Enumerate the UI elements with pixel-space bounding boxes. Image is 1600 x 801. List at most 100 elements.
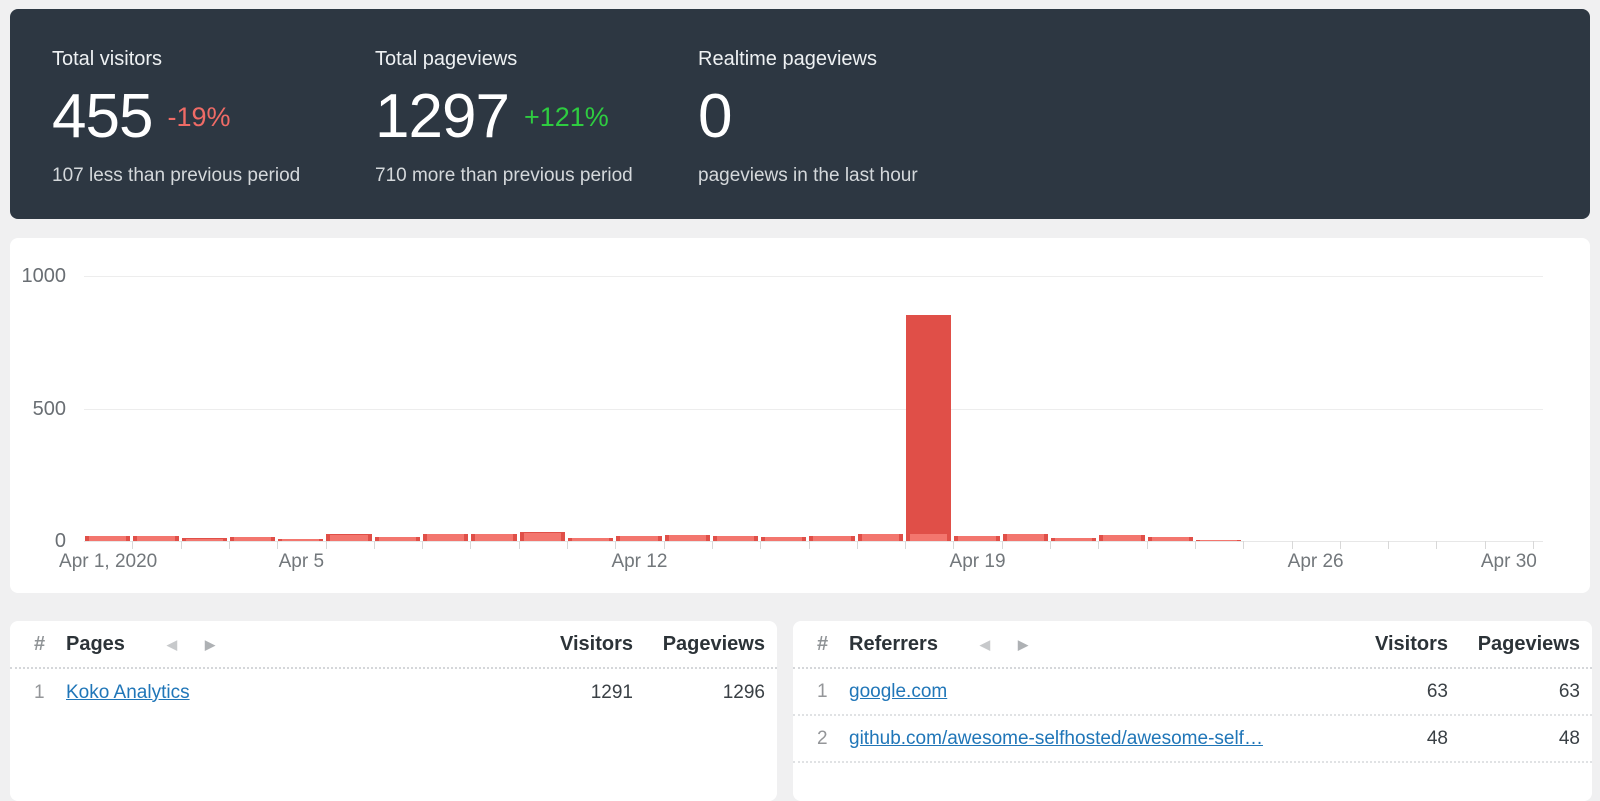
rank-column-header: # xyxy=(34,632,46,655)
chart-day-slot[interactable] xyxy=(422,276,470,541)
x-axis-tick xyxy=(567,541,568,549)
referrer-table-row: 2 github.com/awesome-selfhosted/awesome-s… xyxy=(793,716,1592,763)
x-axis-tick xyxy=(1098,541,1100,549)
pageviews-column-header: Pageviews xyxy=(662,632,765,655)
x-axis-tick xyxy=(325,541,327,549)
pages-next-page-button[interactable]: ▶ xyxy=(204,636,215,652)
x-axis-tick xyxy=(1194,541,1196,549)
visitors-bar xyxy=(282,539,320,541)
chart-day-slot[interactable] xyxy=(953,276,1001,541)
x-axis-tick xyxy=(180,541,182,549)
chart-day-slot[interactable] xyxy=(1291,276,1339,541)
visitors-bar xyxy=(813,536,851,541)
stat-change-badge: +121% xyxy=(523,101,609,132)
chart-day-slot[interactable] xyxy=(1485,276,1533,541)
x-axis-tick xyxy=(1484,541,1486,549)
chart-day-slot[interactable] xyxy=(1147,276,1195,541)
chart-day-slot[interactable] xyxy=(1050,276,1098,541)
visitors-bar xyxy=(137,536,175,541)
chart-day-slot[interactable] xyxy=(712,276,760,541)
visitors-bar xyxy=(378,537,417,541)
x-axis-tick-label: Apr 1, 2020 xyxy=(59,551,158,572)
chart-day-slot[interactable] xyxy=(325,276,373,541)
row-rank: 1 xyxy=(34,681,45,703)
referrers-prev-page-button[interactable]: ◀ xyxy=(979,636,990,652)
chart-day-slot[interactable] xyxy=(760,276,808,541)
y-axis-tick-label: 500 xyxy=(32,397,66,420)
stat-value: 0 xyxy=(698,82,732,151)
visitors-bar xyxy=(427,534,465,541)
x-axis-tick xyxy=(711,541,713,549)
chart-day-slot[interactable] xyxy=(277,276,325,541)
visitors-bar xyxy=(716,536,755,541)
x-axis-tick xyxy=(228,541,230,549)
chart-day-slot[interactable] xyxy=(808,276,856,541)
x-axis-tick xyxy=(422,541,424,549)
chart-day-slot[interactable] xyxy=(615,276,663,541)
y-gridline xyxy=(84,408,1543,410)
pages-table: # Pages ◀ ▶ Visitors Pageviews 1 Koko Ana… xyxy=(10,621,777,801)
visitors-bar xyxy=(1103,535,1141,541)
stat-title: Total pageviews xyxy=(375,48,518,70)
referrer-link[interactable]: google.com xyxy=(849,680,948,702)
x-axis-tick xyxy=(905,541,907,549)
chart-day-slot[interactable] xyxy=(1243,276,1291,541)
referrer-link[interactable]: github.com/awesome-selfhosted/awesome-se… xyxy=(849,727,1263,749)
x-axis-tick-label: Apr 12 xyxy=(611,551,668,572)
stat-subtitle: pageviews in the last hour xyxy=(698,165,918,186)
pages-prev-page-button[interactable]: ◀ xyxy=(166,636,177,652)
chart-day-slot[interactable] xyxy=(905,276,953,541)
rank-column-header: # xyxy=(817,632,829,655)
row-visitors-count: 63 xyxy=(1426,680,1448,702)
visitors-bar xyxy=(1151,537,1189,541)
visitors-column-header: Visitors xyxy=(560,632,633,655)
x-axis-tick xyxy=(953,541,955,549)
x-axis-tick xyxy=(1243,541,1245,549)
visitors-bar xyxy=(1006,534,1044,541)
chart-day-slot[interactable] xyxy=(567,276,615,541)
x-axis-tick xyxy=(277,541,279,549)
visitors-bar xyxy=(1199,540,1238,541)
x-axis-tick xyxy=(856,541,858,549)
page-link[interactable]: Koko Analytics xyxy=(66,681,190,703)
chart-day-slot[interactable] xyxy=(1388,276,1436,541)
stat-card-total-pageviews: Total pageviews 1297 +121% 710 more than… xyxy=(375,9,698,219)
chart-day-slot[interactable] xyxy=(181,276,229,541)
x-axis-tick-label: Apr 30 xyxy=(1480,551,1537,572)
x-axis-tick xyxy=(1388,541,1390,549)
row-visitors-count: 1291 xyxy=(590,681,633,703)
chart-day-slot[interactable] xyxy=(229,276,277,541)
chart-day-slot[interactable] xyxy=(1436,276,1484,541)
chart-day-slot[interactable] xyxy=(519,276,567,541)
chart-day-slot[interactable] xyxy=(1340,276,1388,541)
chart-day-slot[interactable] xyxy=(664,276,712,541)
chart-day-slot[interactable] xyxy=(470,276,518,541)
stat-subtitle: 107 less than previous period xyxy=(52,165,301,186)
pages-table-header: # Pages ◀ ▶ Visitors Pageviews xyxy=(10,621,777,669)
pageviews-column-header: Pageviews xyxy=(1477,632,1580,655)
visitors-bar xyxy=(958,536,996,541)
x-axis-tick xyxy=(615,541,617,549)
visitors-bar xyxy=(571,538,610,541)
chart-day-slot[interactable] xyxy=(857,276,905,541)
referrers-next-page-button[interactable]: ▶ xyxy=(1017,636,1028,652)
chart-day-slot[interactable] xyxy=(84,276,132,541)
chart-day-slot[interactable] xyxy=(374,276,422,541)
x-axis-tick xyxy=(1291,541,1293,549)
chart-day-slot[interactable] xyxy=(1002,276,1050,541)
visitors-bar xyxy=(523,533,561,541)
chart-day-slot[interactable] xyxy=(1098,276,1146,541)
visitors-bar xyxy=(233,537,272,541)
chart-day-slot[interactable] xyxy=(1195,276,1243,541)
row-rank: 1 xyxy=(817,680,828,702)
visitors-bar xyxy=(910,534,948,541)
y-axis-tick-label: 0 xyxy=(54,530,66,552)
stat-value: 455 xyxy=(52,82,153,151)
y-axis-tick-label: 1000 xyxy=(21,265,67,287)
visitors-column-header: Visitors xyxy=(1375,632,1448,655)
visitors-bar xyxy=(330,535,368,541)
referrers-table-header: # Referrers ◀ ▶ Visitors Pageviews xyxy=(793,621,1592,669)
y-gridline xyxy=(84,276,1543,277)
visitors-bar xyxy=(89,536,127,541)
chart-day-slot[interactable] xyxy=(132,276,180,541)
